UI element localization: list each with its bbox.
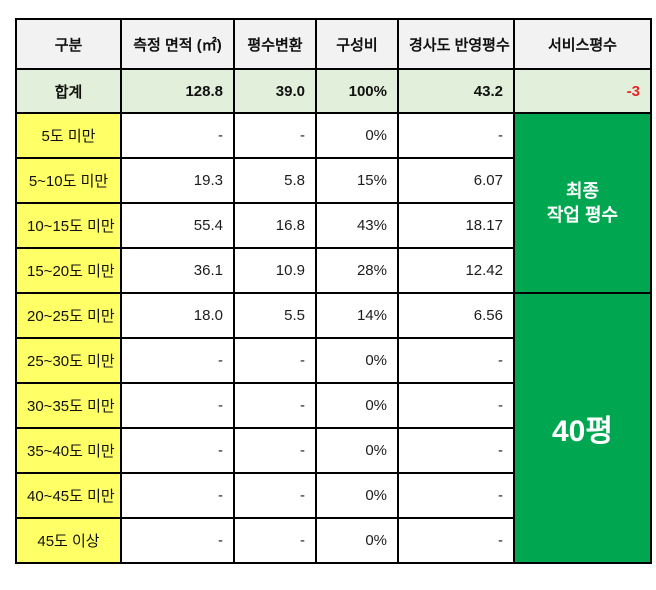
row-category: 25~30도 미만 bbox=[15, 337, 122, 384]
row-pyeong: - bbox=[233, 427, 317, 474]
row-category: 35~40도 미만 bbox=[15, 427, 122, 474]
row-pyeong: 10.9 bbox=[233, 247, 317, 294]
row-ratio: 0% bbox=[315, 382, 399, 429]
row-ratio: 0% bbox=[315, 472, 399, 519]
row-slope-pyeong: - bbox=[397, 337, 515, 384]
header-service-pyeong: 서비스평수 bbox=[513, 18, 652, 70]
final-work-pyeong-cell: 최종 작업 평수 bbox=[513, 112, 652, 294]
table-row: 20~25도 미만 18.0 5.5 14% 6.56 40평 bbox=[15, 292, 652, 564]
table-row: 5~10도 미만 19.3 5.8 15% 6.07 bbox=[15, 157, 651, 204]
row-measured-area: 55.4 bbox=[120, 202, 235, 249]
table-row: 15~20도 미만 36.1 10.9 28% 12.42 bbox=[15, 247, 651, 294]
row-measured-area: 36.1 bbox=[120, 247, 235, 294]
row-category: 10~15도 미만 bbox=[15, 202, 122, 249]
row-ratio: 28% bbox=[315, 247, 399, 294]
final-work-line2: 작업 평수 bbox=[546, 205, 619, 225]
row-pyeong: - bbox=[233, 472, 317, 519]
total-ratio: 100% bbox=[315, 68, 399, 114]
table-header-row: 구분 측정 면적 (㎡) 평수변환 구성비 경사도 반영평수 서비스평수 bbox=[15, 18, 652, 70]
table-row: 10~15도 미만 55.4 16.8 43% 18.17 bbox=[15, 202, 651, 249]
row-category: 45도 이상 bbox=[15, 517, 122, 564]
row-category: 15~20도 미만 bbox=[15, 247, 122, 294]
header-slope-adjusted: 경사도 반영평수 bbox=[397, 18, 515, 70]
row-category: 30~35도 미만 bbox=[15, 382, 122, 429]
total-slope-pyeong: 43.2 bbox=[397, 68, 515, 114]
row-slope-pyeong: 18.17 bbox=[397, 202, 515, 249]
row-slope-pyeong: 6.56 bbox=[397, 292, 515, 339]
total-measured-area: 128.8 bbox=[120, 68, 235, 114]
table-row: 35~40도 미만 - - 0% - bbox=[15, 427, 651, 474]
total-label: 합계 bbox=[15, 68, 122, 114]
row-pyeong: - bbox=[233, 382, 317, 429]
row-ratio: 0% bbox=[315, 112, 399, 159]
table-row: 30~35도 미만 - - 0% - bbox=[15, 382, 651, 429]
row-slope-pyeong: 6.07 bbox=[397, 157, 515, 204]
row-measured-area: - bbox=[120, 112, 235, 159]
final-work-line1: 최종 bbox=[565, 180, 600, 201]
row-slope-pyeong: 12.42 bbox=[397, 247, 515, 294]
row-ratio: 0% bbox=[315, 337, 399, 384]
final-pyeong-cell: 40평 bbox=[513, 292, 652, 564]
total-service-pyeong: -3 bbox=[513, 68, 652, 114]
row-ratio: 43% bbox=[315, 202, 399, 249]
row-measured-area: - bbox=[120, 427, 235, 474]
row-slope-pyeong: - bbox=[397, 517, 515, 564]
row-ratio: 14% bbox=[315, 292, 399, 339]
row-measured-area: - bbox=[120, 472, 235, 519]
row-pyeong: - bbox=[233, 517, 317, 564]
row-slope-pyeong: - bbox=[397, 112, 515, 159]
row-pyeong: 5.8 bbox=[233, 157, 317, 204]
total-pyeong: 39.0 bbox=[233, 68, 317, 114]
row-category: 5~10도 미만 bbox=[15, 157, 122, 204]
row-slope-pyeong: - bbox=[397, 382, 515, 429]
row-category: 40~45도 미만 bbox=[15, 472, 122, 519]
row-slope-pyeong: - bbox=[397, 427, 515, 474]
row-ratio: 0% bbox=[315, 427, 399, 474]
row-pyeong: - bbox=[233, 112, 317, 159]
table-row: 40~45도 미만 - - 0% - bbox=[15, 472, 651, 519]
row-ratio: 15% bbox=[315, 157, 399, 204]
table-row: 25~30도 미만 - - 0% - bbox=[15, 337, 651, 384]
row-measured-area: 18.0 bbox=[120, 292, 235, 339]
row-category: 20~25도 미만 bbox=[15, 292, 122, 339]
row-ratio: 0% bbox=[315, 517, 399, 564]
row-pyeong: 5.5 bbox=[233, 292, 317, 339]
row-pyeong: - bbox=[233, 337, 317, 384]
slope-area-table: 구분 측정 면적 (㎡) 평수변환 구성비 경사도 반영평수 서비스평수 합계 … bbox=[15, 18, 652, 564]
header-measured-area: 측정 면적 (㎡) bbox=[120, 18, 235, 70]
row-measured-area: - bbox=[120, 382, 235, 429]
row-slope-pyeong: - bbox=[397, 472, 515, 519]
row-measured-area: 19.3 bbox=[120, 157, 235, 204]
header-composition-ratio: 구성비 bbox=[315, 18, 399, 70]
table-row: 5도 미만 - - 0% - 최종 작업 평수 bbox=[15, 112, 652, 294]
table-row: 45도 이상 - - 0% - bbox=[15, 517, 651, 564]
row-measured-area: - bbox=[120, 337, 235, 384]
header-pyeong-conversion: 평수변환 bbox=[233, 18, 317, 70]
header-category: 구분 bbox=[15, 18, 122, 70]
total-row: 합계 128.8 39.0 100% 43.2 -3 bbox=[15, 68, 652, 114]
row-category: 5도 미만 bbox=[15, 112, 122, 159]
row-pyeong: 16.8 bbox=[233, 202, 317, 249]
row-measured-area: - bbox=[120, 517, 235, 564]
